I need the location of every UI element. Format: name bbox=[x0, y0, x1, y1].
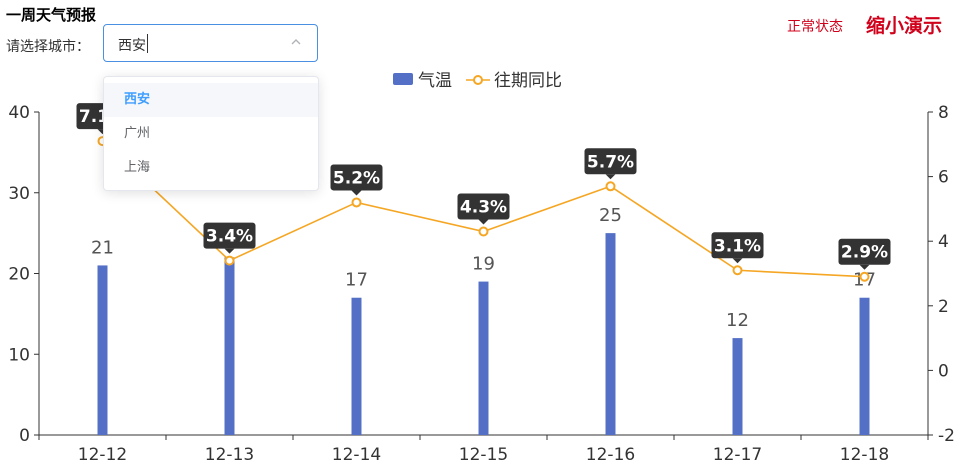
trend-label: 5.7% bbox=[587, 152, 634, 172]
trend-label: 2.9% bbox=[841, 243, 888, 263]
y-left-tick-label: 40 bbox=[8, 103, 30, 123]
trend-label: 4.3% bbox=[460, 198, 507, 218]
legend-line-marker bbox=[473, 75, 483, 85]
trend-label-pointer bbox=[859, 264, 870, 270]
bar-value-label: 17 bbox=[345, 270, 368, 291]
bar-value-label: 21 bbox=[91, 237, 114, 258]
trend-label: 5.2% bbox=[333, 168, 380, 188]
shrink-demo-button[interactable]: 缩小演示 bbox=[866, 15, 943, 37]
city-option-shanghai[interactable]: 上海 bbox=[124, 160, 151, 175]
y-left-tick-label: 0 bbox=[19, 426, 30, 446]
bar bbox=[478, 281, 489, 435]
page-title: 一周天气预报 bbox=[6, 6, 97, 24]
x-tick-label: 12-12 bbox=[78, 445, 127, 465]
y-right-tick-label: 2 bbox=[938, 297, 949, 317]
trend-label-pointer bbox=[224, 248, 235, 254]
bar-value-label: 12 bbox=[726, 310, 749, 331]
legend-line-label: 往期同比 bbox=[494, 71, 562, 91]
trend-point bbox=[224, 255, 235, 266]
city-option-guangzhou[interactable]: 广州 bbox=[124, 126, 151, 141]
trend-label-box bbox=[584, 148, 637, 175]
city-select-label: 请选择城市： bbox=[6, 39, 90, 55]
x-tick-label: 12-18 bbox=[840, 445, 889, 465]
trend-label-box bbox=[711, 232, 764, 259]
city-dropdown: 西安 广州 上海 bbox=[103, 76, 319, 191]
trend-label-box bbox=[838, 238, 891, 265]
bar bbox=[732, 338, 743, 435]
trend-label-box bbox=[330, 164, 383, 191]
x-tick-label: 12-16 bbox=[586, 445, 635, 465]
x-tick-label: 12-13 bbox=[205, 445, 254, 465]
trend-label-pointer bbox=[351, 190, 362, 196]
trend-point bbox=[859, 271, 870, 282]
trend-label: 3.4% bbox=[206, 227, 253, 247]
chevron-up-icon bbox=[291, 39, 301, 45]
bar bbox=[605, 233, 616, 435]
trend-point bbox=[478, 226, 489, 237]
trend-point bbox=[732, 265, 743, 276]
trend-label-pointer bbox=[478, 219, 489, 225]
y-right-tick-label: 0 bbox=[938, 361, 949, 381]
y-right-tick-label: 4 bbox=[938, 232, 949, 252]
x-tick-label: 12-17 bbox=[713, 445, 762, 465]
bar-value-label: 25 bbox=[599, 205, 622, 226]
x-tick-label: 12-15 bbox=[459, 445, 508, 465]
city-option-xian[interactable]: 西安 bbox=[104, 83, 318, 117]
trend-point bbox=[605, 181, 616, 192]
y-right-tick-label: -2 bbox=[938, 426, 955, 446]
trend-label-pointer bbox=[605, 174, 616, 180]
city-select[interactable]: 西安 bbox=[103, 24, 318, 62]
y-left-tick-label: 10 bbox=[8, 345, 30, 365]
y-left-tick-label: 20 bbox=[8, 265, 30, 285]
x-tick-label: 12-14 bbox=[332, 445, 381, 465]
status-text: 正常状态 bbox=[787, 19, 843, 35]
bar-value-label: 19 bbox=[472, 254, 495, 275]
y-right-tick-label: 8 bbox=[938, 103, 949, 123]
bar bbox=[859, 297, 870, 435]
trend-label-box bbox=[457, 193, 510, 220]
trend-label-pointer bbox=[732, 258, 743, 264]
trend-label-box bbox=[203, 222, 256, 249]
legend-bar-swatch bbox=[393, 73, 413, 85]
trend-point bbox=[351, 197, 362, 208]
bar bbox=[97, 265, 108, 435]
trend-label: 3.1% bbox=[714, 236, 761, 256]
bar bbox=[351, 297, 362, 435]
city-select-value: 西安 bbox=[118, 38, 146, 54]
y-right-tick-label: 6 bbox=[938, 168, 949, 188]
y-left-tick-label: 30 bbox=[8, 184, 30, 204]
legend-bar-label: 气温 bbox=[418, 71, 452, 91]
text-cursor bbox=[147, 34, 148, 53]
bar bbox=[224, 257, 235, 435]
